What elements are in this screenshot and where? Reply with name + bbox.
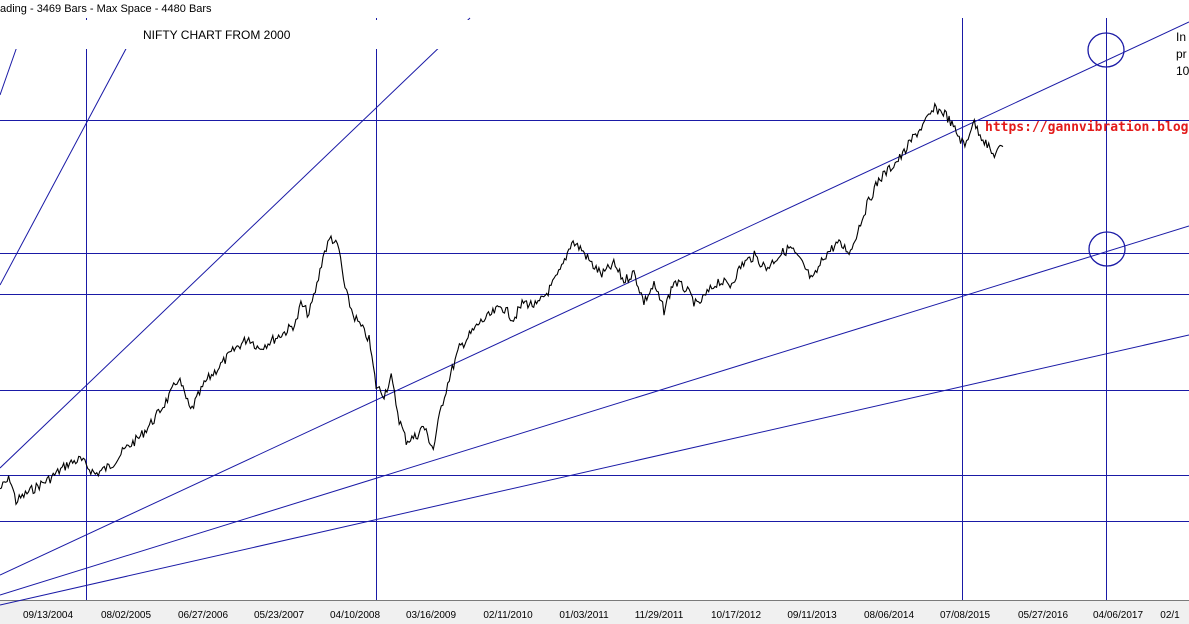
plot-area — [0, 18, 1189, 600]
status-bar — [0, 0, 1189, 18]
highlight-circle-upper — [1087, 32, 1125, 68]
gann-angle-line-3 — [0, 334, 1189, 606]
x-tick-label: 02/11/2010 — [483, 610, 533, 621]
x-tick-label: 01/03/2011 — [559, 610, 609, 621]
x-tick-label: 05/27/2016 — [1018, 610, 1068, 621]
gann-angle-line-2 — [0, 225, 1189, 596]
gann-angle-line-1 — [0, 21, 1189, 576]
x-tick-label: 07/08/2015 — [940, 610, 990, 621]
gann-angle-line-4 — [0, 17, 471, 469]
x-tick-label: 09/13/2004 — [23, 610, 73, 621]
x-tick-label: 03/16/2009 — [406, 610, 456, 621]
watermark-url[interactable]: https://gannvibration.blogspot.in — [985, 120, 1189, 135]
x-tick-label: 02/1 — [1160, 610, 1180, 621]
gann-angle-line-5 — [0, 44, 129, 286]
x-tick-label: 06/27/2006 — [178, 610, 228, 621]
highlight-circle-lower — [1088, 231, 1126, 267]
x-tick-label: 08/06/2014 — [864, 610, 914, 621]
x-tick-label: 05/23/2007 — [254, 610, 304, 621]
status-bar-text: ading - 3469 Bars - Max Space - 4480 Bar… — [0, 3, 212, 15]
x-tick-label: 10/17/2012 — [711, 610, 761, 621]
side-note-line-1: In — [1176, 30, 1187, 44]
chart-title-box — [0, 20, 592, 49]
x-axis-band — [0, 600, 1189, 624]
price-series-layer — [0, 102, 1004, 506]
gann-lines-layer — [0, 17, 1189, 606]
x-tick-label: 04/06/2017 — [1093, 610, 1143, 621]
side-note-line-3: 10 — [1176, 64, 1189, 78]
x-tick-label: 11/29/2011 — [635, 610, 684, 621]
x-tick-label: 04/10/2008 — [330, 610, 380, 621]
side-note-line-2: pr — [1176, 47, 1187, 61]
x-tick-labels: 09/13/2004 08/02/2005 06/27/2006 05/23/2007… — [23, 610, 1180, 621]
x-tick-label: 08/02/2005 — [101, 610, 151, 621]
x-tick-label: 09/11/2013 — [787, 610, 837, 621]
nifty-price-line — [0, 102, 1004, 506]
chart-title: NIFTY CHART FROM 2000 — [143, 28, 291, 42]
highlight-circles — [1087, 32, 1126, 267]
